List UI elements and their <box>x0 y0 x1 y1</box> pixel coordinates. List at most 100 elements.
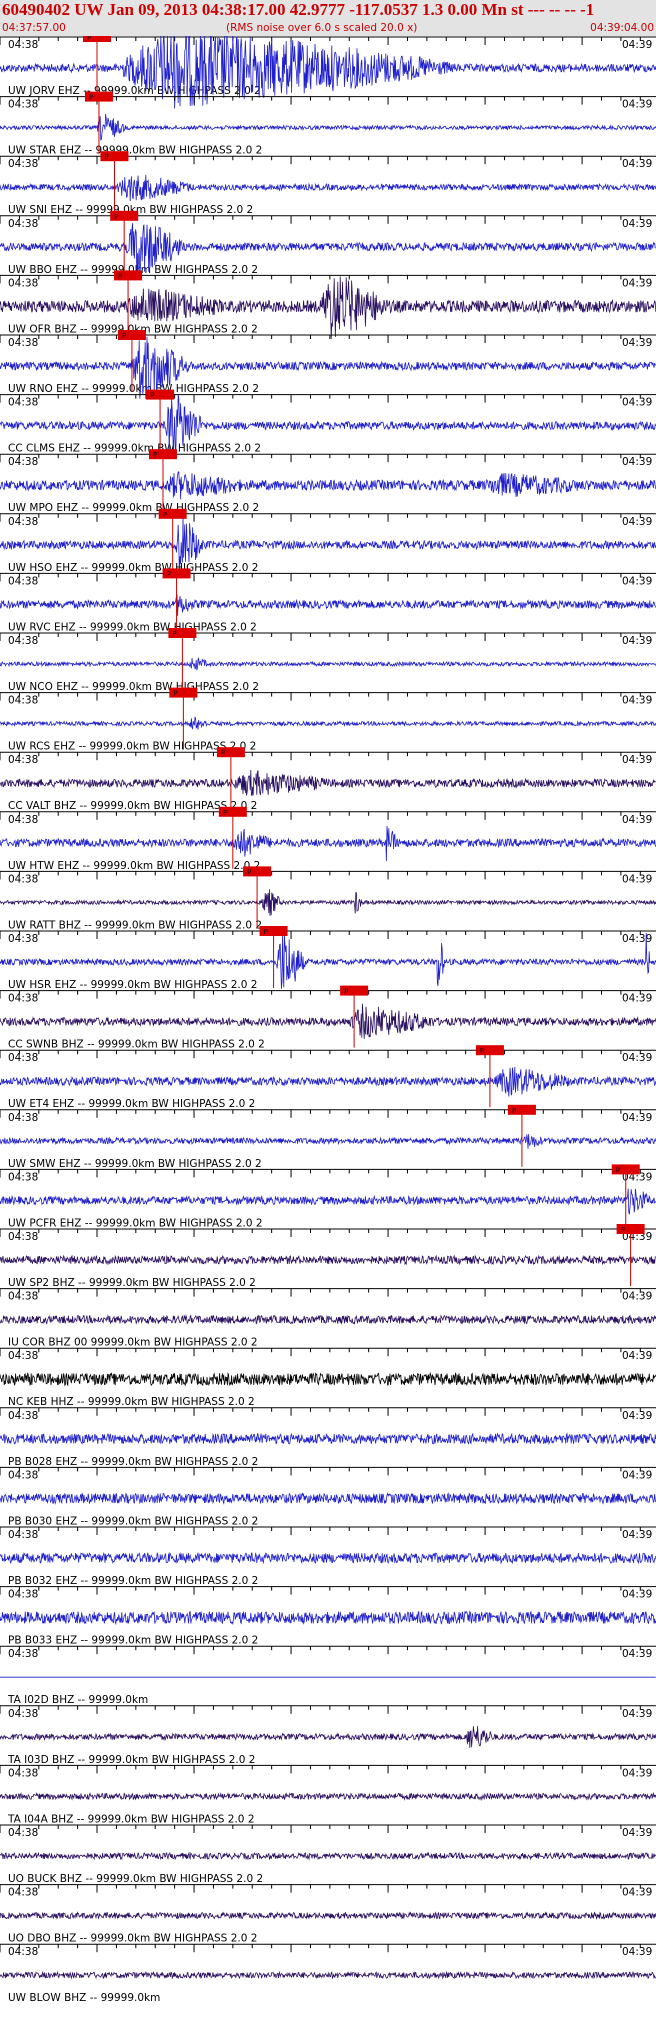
waveform <box>0 276 656 340</box>
trace-row: 04:38 04:39 UW HSR EHZ -- 99999.0km BW HIG… <box>0 926 656 991</box>
tick-label-right: 04:39 <box>622 1648 652 1660</box>
tick-label-right: 04:39 <box>622 1052 652 1064</box>
station-label: UW SMW EHZ -- 99999.0km BW HIGHPASS 2.0 … <box>8 1158 262 1170</box>
tick-label-left: 04:38 <box>8 516 38 528</box>
tick-label-right: 04:39 <box>622 39 652 51</box>
pick-flag <box>218 806 247 817</box>
trace-row: 04:38 04:39 UW RVC EHZ -- 99999.0km BW HIG… <box>0 568 656 633</box>
station-label: TA I04A BHZ -- 99999.0km BW HIGHPASS 2.0… <box>7 1813 255 1825</box>
station-label: UW RATT BHZ -- 99999.0km BW HIGHPASS 2.0… <box>8 919 262 931</box>
tick-label-left: 04:38 <box>8 1291 38 1303</box>
trace-row: 04:38 04:39 UW NCO EHZ -- 99999.0km BW HIG… <box>0 628 656 693</box>
tick-label-right: 04:39 <box>622 873 652 885</box>
waveform <box>0 1254 656 1266</box>
station-label: UW RCS EHZ -- 99999.0km BW HIGHPASS 2.0 … <box>8 741 256 753</box>
pick-label: P <box>122 332 126 340</box>
trace-row: 04:38 04:39 CC CLMS EHZ -- 99999.0km BW HI… <box>0 389 656 457</box>
pick-flag <box>146 389 175 400</box>
station-label: PB B028 EHZ -- 99999.0km BW HIGHPASS 2.0… <box>8 1456 258 1468</box>
trace-row: 04:38 04:39 UW STAR EHZ -- 99999.0km BW HI… <box>0 91 656 157</box>
trace-row: 04:38 04:39 UW BLOW BHZ -- 99999.0km <box>0 1943 656 2004</box>
trace-row: 04:38 04:39 UW JORV EHZ -- 99999.0km BW HI… <box>0 36 656 109</box>
pick-label: P <box>616 1166 620 1174</box>
pick-label: P <box>344 988 348 996</box>
waveform <box>0 1610 656 1626</box>
station-label: PB B032 EHZ -- 99999.0km BW HIGHPASS 2.0… <box>8 1575 258 1587</box>
station-label: UW NCO EHZ -- 99999.0km BW HIGHPASS 2.0 … <box>8 681 259 693</box>
tick-label-right: 04:39 <box>622 1589 652 1601</box>
waveform <box>0 716 656 730</box>
trace-row: 04:38 04:39 PB B032 EHZ -- 99999.0km BW HI… <box>0 1526 656 1587</box>
pick-flag <box>114 270 143 281</box>
pick-label: P <box>118 272 122 280</box>
tick-label-left: 04:38 <box>8 1469 38 1481</box>
station-label: UW ET4 EHZ -- 99999.0km BW HIGHPASS 2.0 … <box>8 1098 255 1110</box>
station-label: CC CLMS EHZ -- 99999.0km BW HIGHPASS 2.0… <box>8 443 261 455</box>
station-label: PB B030 EHZ -- 99999.0km BW HIGHPASS 2.0… <box>8 1515 258 1527</box>
pick-label: P <box>153 451 157 459</box>
tick-label-left: 04:38 <box>8 39 38 51</box>
waveform <box>0 336 656 400</box>
waveform <box>0 1911 656 1920</box>
trace-row: 04:38 04:39 UO DBO BHZ -- 99999.0km BW HIG… <box>0 1884 656 1945</box>
trace-row: 04:38 04:39 PB B030 EHZ -- 99999.0km BW HI… <box>0 1466 656 1527</box>
station-label: UW BLOW BHZ -- 99999.0km <box>8 1992 160 2004</box>
pick-label: P <box>223 809 227 817</box>
tick-label-left: 04:38 <box>8 1946 38 1958</box>
pick-label: P <box>167 570 171 578</box>
tick-label-left: 04:38 <box>8 277 38 289</box>
pick-flag <box>616 1224 645 1234</box>
tick-label-left: 04:38 <box>8 754 38 766</box>
tick-label-right: 04:39 <box>622 933 652 945</box>
pick-label: P <box>621 1226 625 1234</box>
waveform <box>0 1726 656 1748</box>
pick-flag <box>158 508 187 519</box>
tick-label-left: 04:38 <box>8 1767 38 1779</box>
pick-flag <box>110 210 139 221</box>
trace-row: 04:38 04:39 PB B033 EHZ -- 99999.0km BW HI… <box>0 1586 656 1647</box>
trace-row: 04:38 04:39 NC KEB HHZ -- 99999.0km BW HIG… <box>0 1347 656 1408</box>
station-label: UW JORV EHZ -- 99999.0km BW HIGHPASS 2.0… <box>8 85 261 97</box>
tick-label-right: 04:39 <box>622 635 652 647</box>
tick-label-right: 04:39 <box>622 1946 652 1958</box>
tick-label-left: 04:38 <box>8 218 38 230</box>
station-label: UW SNI EHZ -- 99999.0km BW HIGHPASS 2.0 … <box>8 204 253 216</box>
waveform <box>0 471 656 500</box>
station-label: UO BUCK BHZ -- 99999.0km BW HIGHPASS 2.0… <box>8 1873 263 1885</box>
tick-label-left: 04:38 <box>8 814 38 826</box>
waveform <box>0 1791 656 1801</box>
pick-flag <box>259 926 288 936</box>
waveform <box>0 1066 656 1097</box>
tick-label-right: 04:39 <box>622 1708 652 1720</box>
tick-label-right: 04:39 <box>622 397 652 409</box>
station-label: UW STAR EHZ -- 99999.0km BW HIGHPASS 2.0… <box>8 145 262 157</box>
trace-row: 04:38 04:39 UW SMW EHZ -- 99999.0km BW HIG… <box>0 1104 656 1170</box>
pick-flag <box>243 866 272 877</box>
waveform <box>0 1551 656 1565</box>
trace-row: 04:38 04:39 UW HTW EHZ -- 99999.0km BW HIG… <box>0 806 656 872</box>
waveform <box>0 657 656 671</box>
tick-label-right: 04:39 <box>622 575 652 587</box>
end-time: 04:39:04.00 <box>590 22 654 34</box>
tick-label-left: 04:38 <box>8 873 38 885</box>
tick-label-left: 04:38 <box>8 99 38 111</box>
tick-label-left: 04:38 <box>8 1410 38 1422</box>
pick-label: P <box>163 511 167 519</box>
waveform <box>0 593 656 616</box>
trace-row: 04:38 04:39 UW HSO EHZ -- 99999.0km BW HIG… <box>0 508 656 577</box>
plot-subtitle: (RMS noise over 6.0 s scaled 20.0 x) <box>226 22 418 34</box>
waveform <box>0 1970 656 1980</box>
station-label: UW HTW EHZ -- 99999.0km BW HIGHPASS 2.0 … <box>8 860 260 872</box>
tick-label-left: 04:38 <box>8 1112 38 1124</box>
station-label: NC KEB HHZ -- 99999.0km BW HIGHPASS 2.0 … <box>8 1396 255 1408</box>
waveform <box>0 1371 656 1387</box>
pick-flag <box>117 330 146 340</box>
waveform <box>0 1851 656 1861</box>
trace-row: 04:38 04:39 UW RNO EHZ -- 99999.0km BW HIG… <box>0 330 656 400</box>
trace-row: 04:38 04:39 TA I02D BHZ -- 99999.0km <box>0 1645 656 1706</box>
station-label: UW HSR EHZ -- 99999.0km BW HIGHPASS 2.0 … <box>8 979 257 991</box>
tick-label-right: 04:39 <box>622 1112 652 1124</box>
tick-label-left: 04:38 <box>8 635 38 647</box>
station-label: UW OFR BHZ -- 99999.0km BW HIGHPASS 2.0 … <box>8 323 258 335</box>
tick-label-left: 04:38 <box>8 1887 38 1899</box>
